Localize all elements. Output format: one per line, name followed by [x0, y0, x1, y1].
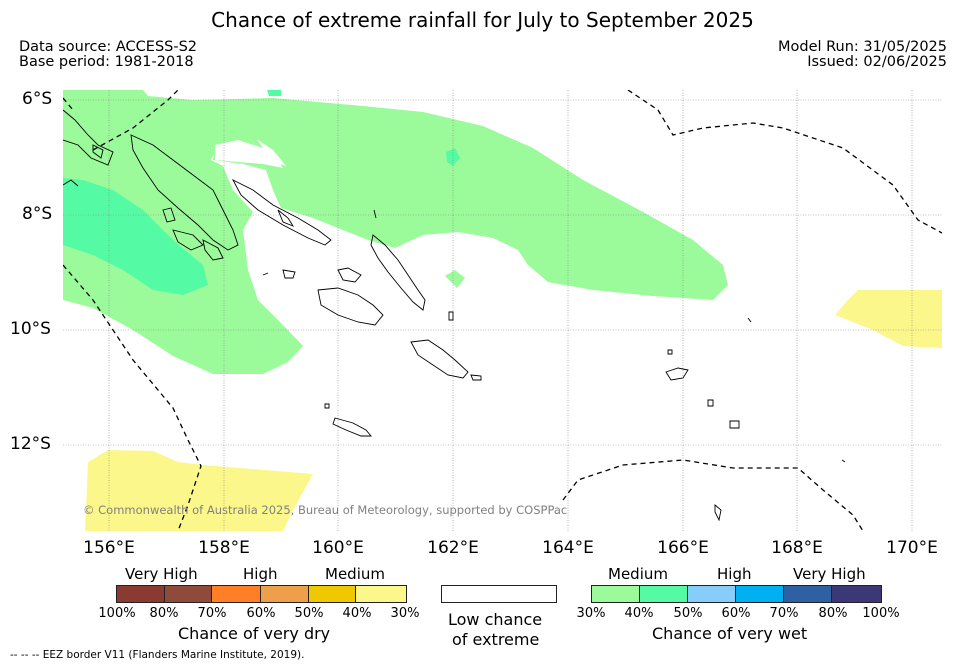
wet-swatch-4 — [736, 586, 784, 602]
data-source: Data source: ACCESS-S2 — [19, 39, 198, 55]
wet-cat-very-high: Very High — [793, 565, 866, 583]
dry-tick: 60% — [246, 606, 276, 621]
dry-medium-region-east — [835, 290, 942, 348]
lat-label-8s: 8°S — [22, 204, 53, 224]
dry-cat-medium: Medium — [325, 565, 385, 583]
dry-swatch-6 — [356, 586, 407, 602]
dry-swatch-4 — [261, 586, 309, 602]
wet-swatch-2 — [639, 586, 689, 602]
wet-tick: 40% — [624, 606, 654, 621]
lon-label-166e: 166°E — [657, 538, 709, 558]
wet-tick: 30% — [576, 606, 606, 621]
wet-swatch-6 — [832, 586, 882, 602]
dry-tick: 30% — [390, 606, 420, 621]
coastlines — [63, 109, 846, 522]
wet-tick: 70% — [769, 606, 799, 621]
low-chance-caption-2: of extreme — [452, 630, 540, 649]
wet-caption: Chance of very wet — [652, 624, 808, 643]
low-chance-caption-1: Low chance — [448, 610, 543, 629]
gridlines — [63, 90, 942, 531]
dry-tick: 70% — [197, 606, 227, 621]
rainfall-map — [63, 90, 942, 531]
wet-medium-blob — [445, 270, 465, 288]
dry-medium-region-southwest — [85, 450, 313, 531]
model-run: Model Run: 31/05/2025 — [777, 39, 947, 55]
dry-swatch-3 — [212, 586, 262, 602]
lon-label-168e: 168°E — [771, 538, 823, 558]
lon-label-164e: 164°E — [542, 538, 594, 558]
wet-tick: 50% — [673, 606, 703, 621]
eez-border — [63, 90, 942, 531]
dry-tick: 50% — [294, 606, 324, 621]
dry-cat-very-high: Very High — [125, 565, 198, 583]
issued-date: Issued: 02/06/2025 — [807, 54, 947, 70]
lon-label-158e: 158°E — [198, 538, 250, 558]
copyright-note: © Commonwealth of Australia 2025, Bureau… — [83, 503, 568, 517]
base-period: Base period: 1981-2018 — [19, 54, 194, 70]
dry-cat-high: High — [243, 565, 278, 583]
dry-swatch-5 — [308, 586, 357, 602]
meta-right: Model Run: 31/05/2025 Issued: 02/06/2025 — [778, 40, 947, 70]
lat-label-12s: 12°S — [10, 434, 51, 454]
dry-tick: 40% — [342, 606, 372, 621]
map-title: Chance of extreme rainfall for July to S… — [211, 8, 754, 32]
dry-tick: 100% — [98, 606, 136, 621]
wet-swatch-1 — [592, 586, 640, 602]
lat-label-6s: 6°S — [22, 89, 53, 109]
lon-label-156e: 156°E — [83, 538, 135, 558]
wet-tick: 60% — [721, 606, 751, 621]
lon-label-170e: 170°E — [886, 538, 938, 558]
wet-cat-high: High — [717, 565, 752, 583]
dry-tick: 80% — [149, 606, 179, 621]
wet-tick: 100% — [862, 606, 900, 621]
dry-caption: Chance of very dry — [178, 624, 331, 643]
wet-swatch-3 — [688, 586, 737, 602]
eez-footnote: -- -- -- EEZ border V11 (Flanders Marine… — [10, 649, 305, 661]
low-chance-swatch — [441, 585, 557, 603]
wet-cat-medium: Medium — [608, 565, 668, 583]
dry-swatch-1 — [117, 586, 165, 602]
lat-label-10s: 10°S — [10, 319, 51, 339]
lon-label-160e: 160°E — [312, 538, 364, 558]
dry-colorbar — [116, 585, 407, 603]
wet-high-region — [63, 178, 208, 295]
lon-label-162e: 162°E — [427, 538, 479, 558]
wet-tick: 80% — [818, 606, 848, 621]
wet-swatch-5 — [783, 586, 833, 602]
meta-left: Data source: ACCESS-S2 Base period: 1981… — [19, 40, 197, 70]
dry-swatch-2 — [164, 586, 213, 602]
wet-colorbar — [591, 585, 882, 603]
